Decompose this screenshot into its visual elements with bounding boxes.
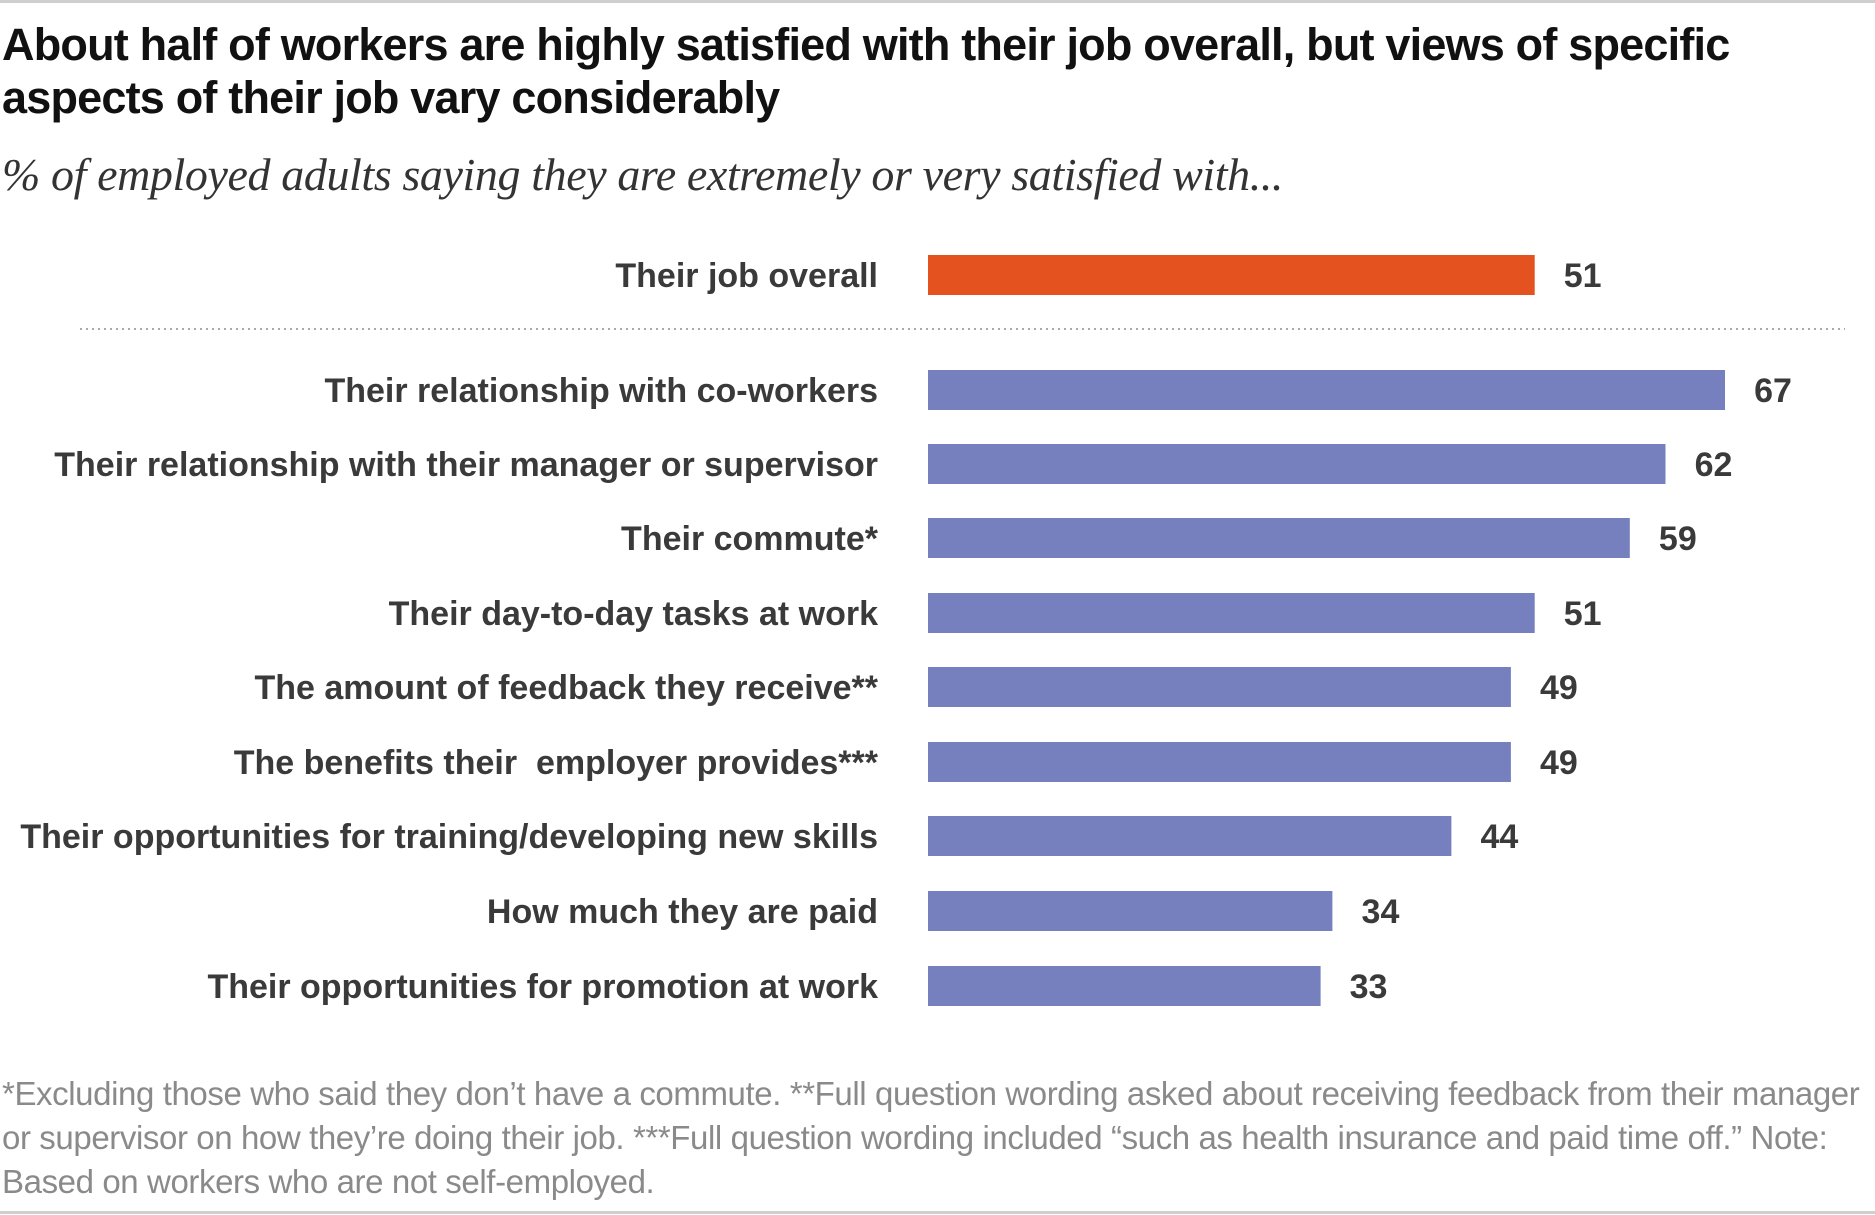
value-label: 33 (1350, 968, 1388, 1006)
category-label: Their opportunities for promotion at wor… (207, 968, 878, 1006)
value-label: 51 (1564, 595, 1602, 633)
bar (928, 667, 1511, 707)
bar-chart: Their job overall 51 Their relationship wi… (20, 255, 1845, 1006)
value-label: 49 (1540, 744, 1578, 782)
bar (928, 891, 1333, 931)
chart-subtitle: % of employed adults saying they are ext… (2, 149, 1284, 200)
value-label: 51 (1564, 257, 1602, 295)
bar (928, 742, 1511, 782)
value-label: 34 (1362, 893, 1400, 931)
category-label: The amount of feedback they receive** (254, 669, 878, 707)
chart-note: *Excluding those who said they don’t hav… (2, 1075, 1860, 1200)
category-label: Their job overall (615, 257, 878, 295)
bar (928, 816, 1452, 856)
category-label: Their opportunities for training/develop… (20, 818, 878, 856)
value-label: 62 (1695, 446, 1733, 484)
bar (928, 444, 1666, 484)
value-label: 49 (1540, 669, 1578, 707)
value-label: 67 (1754, 372, 1792, 410)
bar (928, 966, 1321, 1006)
value-label: 59 (1659, 520, 1697, 558)
bar (928, 593, 1535, 633)
bar (928, 370, 1725, 410)
bottom-rule (0, 1211, 1875, 1214)
chart-title: About half of workers are highly satisfi… (2, 19, 1730, 123)
bar (928, 518, 1630, 558)
category-label: How much they are paid (487, 893, 878, 931)
category-label: Their relationship with their manager or… (54, 446, 878, 484)
category-label: Their relationship with co-workers (324, 372, 878, 410)
category-label: Their day-to-day tasks at work (389, 595, 878, 633)
top-rule (0, 0, 1875, 3)
bar-highlight (928, 255, 1535, 295)
value-label: 44 (1480, 818, 1518, 856)
category-label: Their commute* (621, 520, 879, 558)
category-label: The benefits their employer provides*** (234, 744, 879, 782)
